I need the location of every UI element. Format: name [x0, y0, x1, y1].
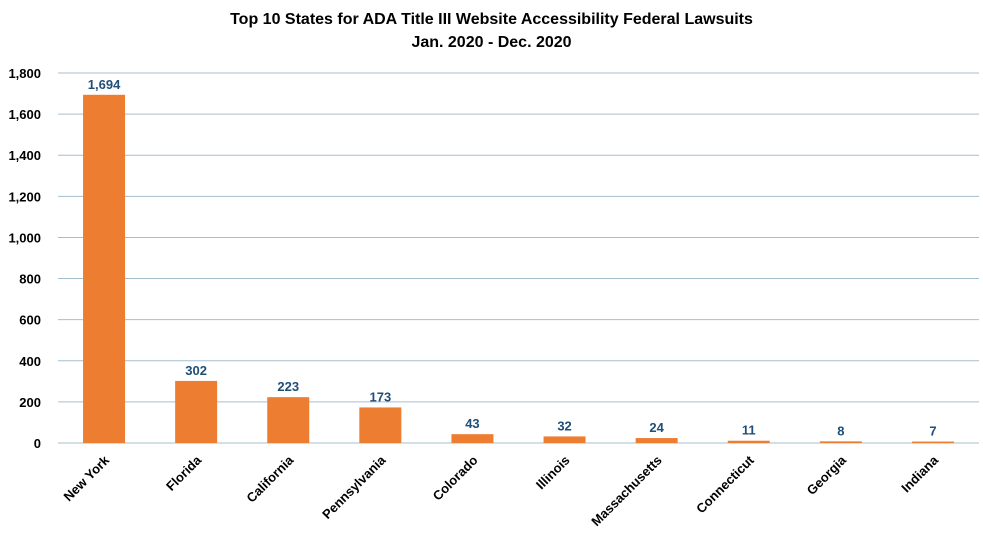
bar: [635, 438, 678, 443]
bar: [175, 380, 218, 443]
data-label: 302: [185, 363, 207, 378]
data-label: 173: [369, 389, 391, 404]
bar: [543, 436, 586, 443]
data-label: 8: [837, 423, 844, 438]
data-label: 11: [742, 423, 756, 438]
data-label: 32: [557, 418, 571, 433]
x-tick-label: New York: [61, 452, 113, 504]
bar: [359, 407, 402, 443]
bar: [727, 440, 770, 443]
data-label: 223: [277, 379, 299, 394]
chart-title: Top 10 States for ADA Title III Website …: [230, 11, 753, 28]
x-tick-label: Florida: [163, 452, 205, 494]
x-tick-label: Illinois: [533, 453, 573, 493]
data-label: 7: [929, 424, 936, 439]
bar: [267, 397, 310, 443]
x-tick-label: Connecticut: [693, 452, 757, 516]
x-tick-label: Massachusetts: [588, 453, 665, 530]
bar: [911, 441, 954, 443]
y-tick-label: 1,000: [8, 230, 41, 245]
y-tick-label: 200: [19, 395, 41, 410]
y-tick-label: 600: [19, 313, 41, 328]
data-label: 1,694: [88, 77, 121, 92]
x-tick-label: Colorado: [430, 452, 481, 503]
bar: [451, 434, 494, 443]
x-tick-label: Indiana: [898, 452, 941, 495]
y-tick-label: 0: [34, 436, 41, 451]
data-label: 43: [465, 416, 479, 431]
y-tick-label: 1,600: [8, 107, 41, 122]
data-label: 24: [649, 420, 664, 435]
chart-subtitle: Jan. 2020 - Dec. 2020: [411, 34, 572, 51]
y-tick-label: 1,400: [8, 148, 41, 163]
x-tick-label: California: [243, 452, 297, 506]
x-tick-label: Georgia: [804, 452, 850, 498]
y-tick-label: 1,200: [8, 189, 41, 204]
y-tick-label: 800: [19, 272, 41, 287]
bar: [819, 441, 862, 443]
x-tick-label: Pennsylvania: [319, 452, 389, 522]
y-tick-label: 400: [19, 354, 41, 369]
bar: [83, 94, 126, 444]
y-tick-label: 1,800: [8, 66, 41, 81]
